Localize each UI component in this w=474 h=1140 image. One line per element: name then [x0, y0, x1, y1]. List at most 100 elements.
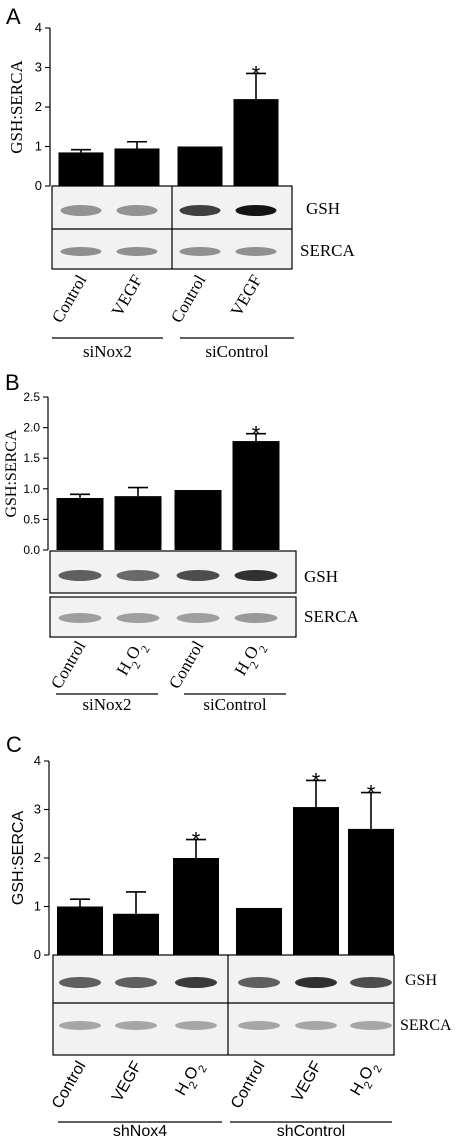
y-tick-label: 2	[35, 99, 42, 114]
blot-band	[234, 613, 278, 623]
y-axis-label: GSH:SERCA	[3, 429, 20, 517]
panel-c: C 0 1 2 3 4 GSH:SERCA * * * GSH SERCA Control VEGF H2O…	[6, 732, 452, 1140]
category-label: H2O2	[172, 1059, 209, 1102]
blot-band	[58, 613, 102, 623]
blot-band	[115, 1021, 157, 1030]
blot-band	[116, 613, 160, 623]
group-label: shNox4	[113, 1123, 167, 1140]
blot-band	[176, 570, 220, 581]
category-label: Control	[165, 637, 208, 692]
panel-label: A	[6, 4, 21, 29]
y-tick-label: 0	[35, 178, 42, 193]
group-label: shControl	[277, 1123, 345, 1140]
blot-label: GSH	[304, 567, 338, 586]
y-tick-label: 1	[34, 899, 41, 914]
bar	[236, 907, 282, 955]
blot-band	[175, 977, 217, 988]
blot-band	[179, 247, 221, 256]
blot-label: SERCA	[300, 241, 356, 260]
bar	[293, 807, 339, 955]
blot-band	[58, 570, 102, 581]
bar	[177, 146, 223, 186]
panel-a: A 0 1 2 3 4 GSH:SERCA * GSH SERCA Control VEGF Contr…	[6, 4, 356, 361]
group-label: siControl	[205, 342, 269, 361]
y-tick-label: 0	[34, 947, 41, 962]
blot-band	[235, 247, 277, 256]
blot-label: GSH	[405, 972, 437, 989]
significance-marker: *	[252, 422, 261, 447]
category-label: Control	[48, 271, 91, 326]
bar	[114, 496, 162, 550]
blot-band	[175, 1021, 217, 1030]
group-label: siNox2	[83, 342, 132, 361]
bar	[173, 858, 219, 955]
category-label: H2O2	[113, 637, 153, 681]
category-label: VEGF	[289, 1058, 326, 1104]
bar	[174, 490, 222, 550]
y-tick-label: 2.5	[23, 390, 40, 404]
category-label: Control	[167, 271, 210, 326]
significance-marker: *	[312, 768, 321, 793]
category-label: VEGF	[109, 1058, 146, 1104]
blot-label: SERCA	[304, 607, 360, 626]
y-tick-label: 1	[35, 139, 42, 154]
category-label: Control	[49, 1059, 90, 1112]
bar	[233, 99, 279, 186]
y-tick-label: 4	[35, 20, 42, 35]
category-label: H2O2	[231, 637, 271, 681]
significance-marker: *	[367, 781, 376, 806]
y-tick-label: 4	[34, 753, 41, 768]
group-label: siNox2	[82, 695, 131, 714]
blot-band	[238, 1021, 280, 1030]
blot-band	[116, 570, 160, 581]
bar	[57, 906, 103, 955]
category-label: VEGF	[227, 272, 266, 320]
blot-band	[234, 570, 278, 581]
bar	[232, 441, 280, 550]
y-axis-label: GSH:SERCA	[7, 60, 26, 154]
bar	[348, 828, 394, 955]
y-tick-label: 0.0	[23, 543, 40, 557]
panel-b: B 0.0 0.5 1.0 1.5 2.0 2.5 GSH:SERCA * GSH SERCA Con…	[3, 370, 360, 714]
category-label: Control	[47, 637, 90, 692]
category-label: H2O2	[347, 1059, 384, 1102]
blot-band	[60, 205, 102, 216]
blot-band	[295, 977, 337, 988]
blot-band	[238, 977, 280, 988]
bar	[58, 152, 104, 186]
blot-band	[60, 247, 102, 256]
blot-band	[59, 977, 101, 988]
blot-label: SERCA	[400, 1017, 452, 1034]
y-axis-label: GSH:SERCA	[10, 811, 27, 906]
bar	[114, 148, 160, 186]
y-tick-label: 0.5	[23, 512, 40, 526]
y-tick-label: 1.0	[23, 482, 40, 496]
blot-band	[295, 1021, 337, 1030]
y-tick-label: 2	[34, 850, 41, 865]
category-label: VEGF	[108, 272, 147, 320]
group-label: siControl	[203, 695, 267, 714]
bar	[113, 913, 159, 955]
blot-band	[115, 977, 157, 988]
blot-band	[59, 1021, 101, 1030]
blot-band	[350, 1021, 392, 1030]
blot-band	[116, 205, 158, 216]
y-tick-label: 2.0	[23, 421, 40, 435]
y-tick-label: 1.5	[23, 451, 40, 465]
blot-band	[116, 247, 158, 256]
blot-band	[235, 205, 277, 216]
category-label: Control	[228, 1059, 269, 1112]
y-tick-label: 3	[35, 60, 42, 75]
blot-band	[176, 613, 220, 623]
panel-label: C	[6, 732, 22, 757]
blot-label: GSH	[306, 199, 340, 218]
y-tick-label: 3	[34, 802, 41, 817]
bar	[56, 497, 104, 550]
blot-band	[350, 977, 392, 988]
significance-marker: *	[192, 828, 201, 853]
significance-marker: *	[252, 61, 261, 86]
blot-frame	[52, 954, 395, 1056]
panel-label: B	[5, 370, 20, 395]
blot-band	[179, 205, 221, 216]
